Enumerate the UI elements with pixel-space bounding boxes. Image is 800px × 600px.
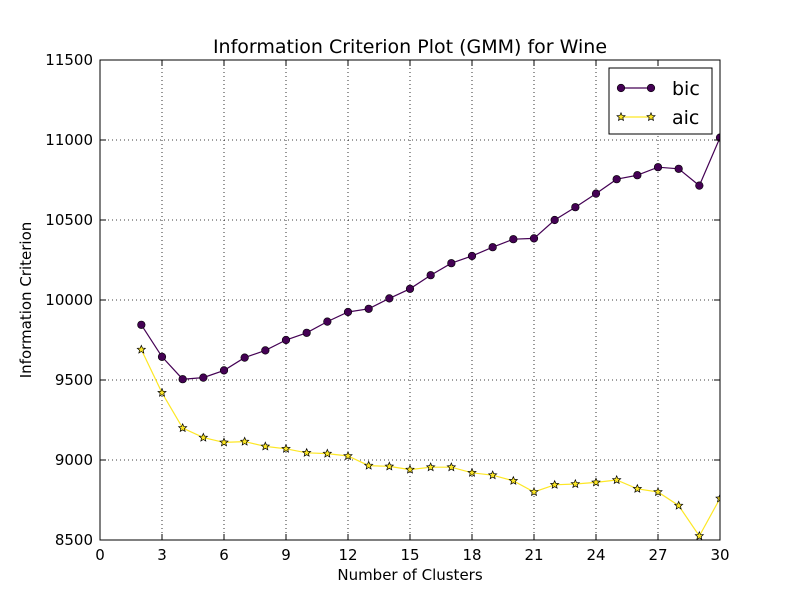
series-bic-point — [509, 235, 518, 244]
series-aic-point — [136, 344, 147, 354]
series-bic-point — [157, 352, 167, 361]
y-tick-label: 9500 — [55, 371, 93, 389]
series-aic-point — [157, 387, 167, 397]
y-tick-label: 11000 — [45, 131, 93, 149]
x-tick-label: 21 — [524, 546, 543, 564]
series-bic-line — [140, 137, 720, 380]
series-bic-point — [323, 317, 332, 326]
series-aic-point — [405, 464, 415, 474]
series-bic-point — [385, 294, 394, 303]
legend-bic-label: bic — [672, 78, 700, 100]
legend: bic aic — [608, 67, 713, 135]
series-bic-point — [447, 259, 456, 268]
series-aic-point — [591, 477, 601, 487]
series-bic-point — [302, 328, 311, 337]
series-aic — [136, 344, 720, 540]
x-tick-label: 30 — [710, 546, 729, 564]
legend-aic-marker — [646, 111, 656, 122]
legend-bic-marker — [646, 83, 656, 93]
series-bic-point — [612, 175, 621, 184]
y-axis-label: Information Criterion — [17, 222, 35, 379]
series-aic-point — [529, 486, 539, 497]
series-bic-point — [633, 171, 642, 180]
series-aic-point — [281, 443, 291, 453]
x-tick-label: 9 — [281, 546, 291, 564]
series-bic-point — [281, 335, 291, 345]
series-aic-point — [508, 475, 519, 485]
series-bic-point — [405, 284, 415, 293]
series-bic-point — [715, 133, 720, 142]
x-tick-label: 24 — [586, 546, 605, 564]
series-bic-point — [199, 373, 208, 382]
series-bic-point — [343, 307, 353, 317]
y-tick-label: 9000 — [55, 451, 93, 469]
series-aic-point — [632, 483, 643, 493]
series-bic-point — [261, 346, 270, 355]
legend-bic-marker — [616, 83, 626, 93]
series-bic-point — [364, 304, 373, 313]
chart-title: Information Criterion Plot (GMM) for Win… — [213, 36, 607, 58]
legend-aic-marker — [616, 111, 626, 122]
series-aic-point — [673, 500, 684, 510]
axis-ticks: 0 3 6 9 12 15 18 21 24 27 30 8500 9000 9500 10000 10500… — [45, 51, 729, 564]
legend-aic-label: aic — [672, 107, 699, 129]
series-aic-point — [301, 447, 312, 457]
series-aic-line — [140, 349, 720, 538]
series-bic-point — [467, 251, 477, 261]
y-tick-label: 8500 — [55, 531, 93, 549]
series-bic-point — [178, 375, 187, 384]
series-aic-point — [694, 530, 705, 540]
series-bic — [137, 133, 720, 384]
series-bic-point — [426, 271, 435, 280]
series-bic-point — [591, 189, 601, 198]
series-bic-point — [653, 163, 663, 172]
legend-box — [608, 67, 713, 135]
series-bic-point — [137, 320, 146, 329]
series-aic-point — [467, 467, 477, 477]
series-aic-point — [715, 493, 720, 503]
x-tick-label: 27 — [648, 546, 667, 564]
y-tick-label: 11500 — [45, 51, 93, 69]
series-layer — [136, 133, 720, 540]
y-tick-label: 10000 — [45, 291, 93, 309]
series-aic-point — [198, 432, 209, 442]
series-bic-point — [488, 243, 497, 252]
series-aic-point — [425, 462, 436, 472]
series-aic-point — [611, 474, 622, 485]
x-tick-label: 6 — [219, 546, 229, 564]
x-tick-label: 18 — [462, 546, 481, 564]
series-aic-point — [363, 460, 374, 470]
series-aic-point — [446, 462, 457, 472]
series-aic-point — [219, 437, 229, 447]
series-aic-point — [487, 470, 498, 480]
series-aic-point — [239, 436, 250, 446]
series-aic-point — [177, 422, 188, 433]
x-tick-label: 15 — [400, 546, 419, 564]
series-bic-point — [529, 234, 539, 243]
series-aic-point — [549, 479, 560, 489]
grid — [100, 60, 720, 540]
series-bic-point — [219, 366, 229, 375]
y-tick-label: 10500 — [45, 211, 93, 229]
series-aic-point — [570, 478, 581, 489]
series-aic-point — [322, 448, 333, 458]
x-axis-label: Number of Clusters — [337, 566, 482, 584]
series-aic-point — [653, 486, 663, 497]
x-tick-label: 0 — [95, 546, 105, 564]
series-bic-point — [240, 353, 249, 362]
x-tick-label: 12 — [338, 546, 357, 564]
series-aic-point — [384, 461, 395, 471]
series-bic-point — [550, 215, 559, 225]
series-bic-point — [674, 164, 683, 173]
series-bic-point — [695, 181, 704, 190]
series-aic-point — [260, 441, 271, 451]
x-tick-label: 3 — [157, 546, 167, 564]
series-aic-point — [343, 450, 353, 461]
series-bic-point — [571, 203, 580, 212]
